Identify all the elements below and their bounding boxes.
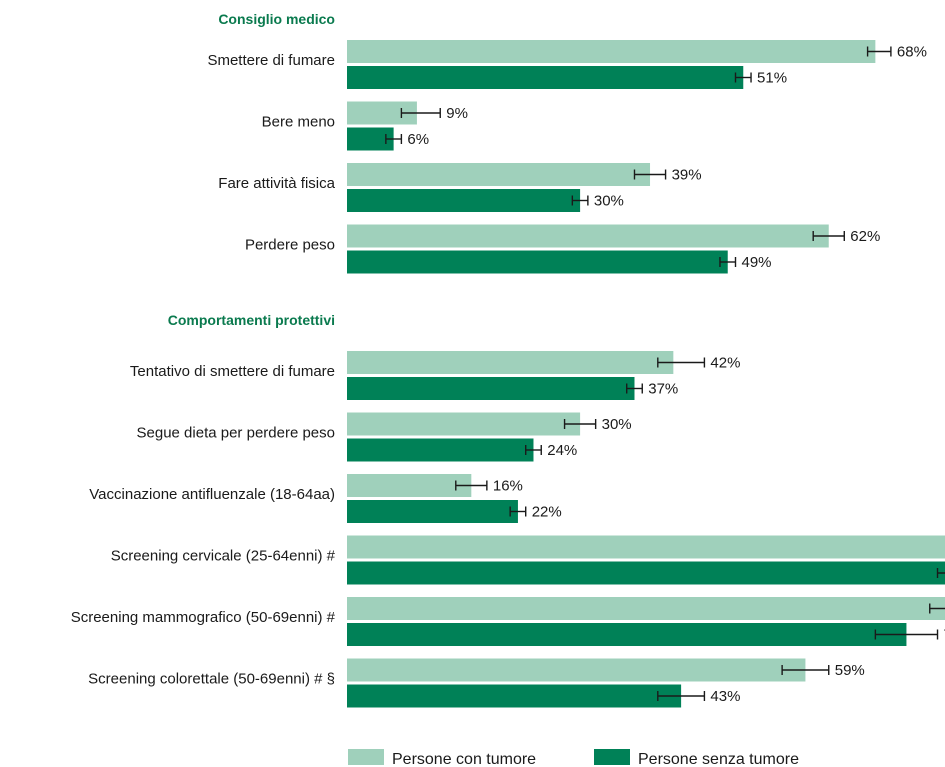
bar xyxy=(347,500,518,523)
value-label: 22% xyxy=(532,504,562,521)
bar xyxy=(347,127,394,151)
bar xyxy=(347,597,945,620)
bar xyxy=(347,658,806,682)
value-label: 37% xyxy=(648,381,678,398)
bar xyxy=(347,623,907,646)
value-label: 6% xyxy=(407,131,429,148)
value-label: 51% xyxy=(757,70,787,87)
bar xyxy=(347,101,417,125)
bar xyxy=(347,351,674,374)
category-label: Bere meno xyxy=(262,114,335,131)
category-label: Screening colorettale (50-69enni) # § xyxy=(88,671,335,688)
bar xyxy=(347,250,728,274)
value-label: 62% xyxy=(850,228,880,245)
value-label: 30% xyxy=(602,416,632,433)
bar xyxy=(347,474,472,497)
section-title: Consiglio medico xyxy=(218,11,335,27)
bar xyxy=(347,535,945,559)
value-label: 43% xyxy=(710,688,740,705)
bar xyxy=(347,66,744,89)
bar xyxy=(347,412,581,436)
bar xyxy=(347,561,945,585)
category-label: Perdere peso xyxy=(245,237,335,254)
value-label: 24% xyxy=(547,442,577,459)
category-label: Smettere di fumare xyxy=(207,52,335,69)
bar xyxy=(347,40,876,63)
bar xyxy=(347,163,651,186)
bar xyxy=(347,438,534,462)
category-label: Segue dieta per perdere peso xyxy=(137,425,335,442)
category-label: Screening mammografico (50-69enni) # xyxy=(71,609,336,626)
legend-swatch xyxy=(348,749,384,765)
category-label: Vaccinazione antifluenzale (18-64aa) xyxy=(89,486,335,503)
legend-label: Persone con tumore xyxy=(392,751,536,767)
bar xyxy=(347,189,581,212)
category-label: Fare attività fisica xyxy=(218,175,335,192)
value-label: 59% xyxy=(835,662,865,679)
value-label: 42% xyxy=(710,355,740,372)
bar xyxy=(347,684,682,708)
section-title: Comportamenti protettivi xyxy=(168,312,335,328)
value-label: 68% xyxy=(897,44,927,61)
value-label: 72% xyxy=(944,627,945,644)
value-label: 39% xyxy=(672,167,702,184)
value-label: 9% xyxy=(446,105,468,122)
bar xyxy=(347,377,635,400)
bar xyxy=(347,224,829,248)
category-label: Tentativo di smettere di fumare xyxy=(130,363,335,380)
value-label: 30% xyxy=(594,193,624,210)
legend-swatch xyxy=(594,749,630,765)
category-label: Screening cervicale (25-64enni) # xyxy=(111,548,336,565)
value-label: 16% xyxy=(493,478,523,495)
value-label: 49% xyxy=(742,254,772,271)
legend-label: Persone senza tumore xyxy=(638,751,799,767)
